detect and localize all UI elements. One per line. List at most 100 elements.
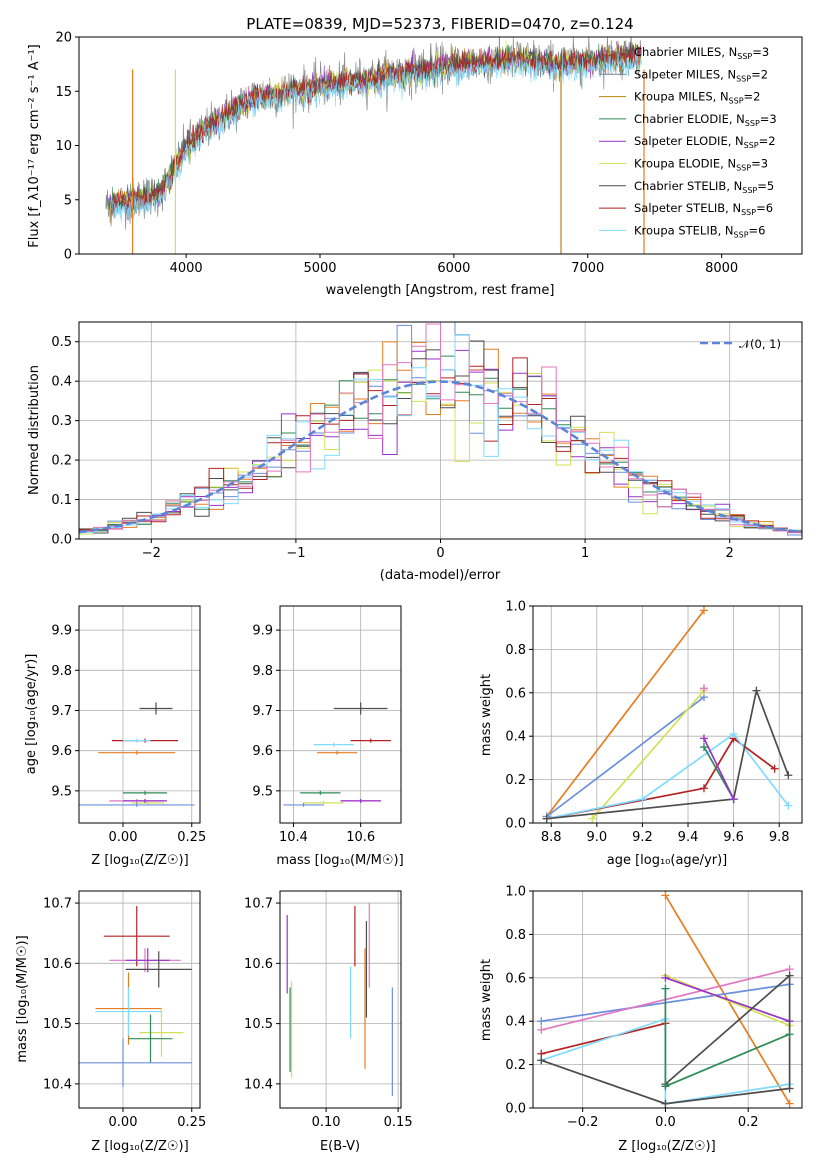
spectrum-line [111, 45, 642, 223]
y-tick-label: 0.2 [505, 1058, 526, 1073]
x-tick-label: 0.00 [109, 1115, 138, 1130]
age-vs-z-panel: 0.00 0.25 9.5 9.6 9.7 9.8 9.9 [51, 605, 206, 845]
clipped-layer [105, 37, 645, 254]
weight-vs-age-panel: 8.8 9.0 9.2 9.4 9.6 9.8 0.0 0.2 0.4 0.6 0.8 1.0 [505, 600, 803, 845]
series-line [546, 609, 705, 818]
legend-label: Salpeter MILES, NSSP=2 [634, 67, 768, 83]
y-tick-label: 10.6 [43, 957, 72, 972]
x-tick-label: 0 [436, 546, 444, 561]
x-tick-label: 8000 [705, 261, 738, 276]
clipped-layer [542, 606, 793, 823]
series-marker [588, 814, 597, 823]
plot-frame [78, 605, 201, 824]
series-marker [784, 801, 793, 810]
series-marker [661, 1082, 670, 1091]
series-marker [537, 1025, 546, 1034]
y-tick-label: 0.0 [505, 817, 526, 832]
y-tick-label: 5 [64, 193, 72, 208]
series-marker [784, 771, 793, 780]
x-tick-label: 0.25 [177, 830, 206, 845]
spectrum-line [109, 40, 642, 215]
y-tick-label: 0.2 [505, 773, 526, 788]
series-line [546, 732, 789, 820]
y-tick-label: 0.6 [505, 971, 526, 986]
series-marker [661, 1099, 670, 1108]
series-marker [785, 1099, 794, 1108]
clipped-layer [79, 702, 195, 807]
series-line [546, 737, 776, 820]
histogram-step [79, 323, 802, 539]
series-line [665, 976, 790, 1023]
x-tick-label: 8.8 [541, 830, 562, 845]
series-marker [785, 971, 794, 980]
y-tick-label: 10.4 [244, 1077, 273, 1092]
clipped-layer [79, 906, 192, 1087]
y-tick-label: 9.9 [252, 624, 273, 639]
y-tick-label: 10.5 [244, 1017, 273, 1032]
x-tick-label: 5000 [303, 261, 336, 276]
y-tick-label: 10 [55, 139, 72, 154]
y-tick-label: 15 [55, 85, 72, 100]
series-marker [699, 743, 708, 752]
x-tick-label: 0.10 [312, 1115, 341, 1130]
residuals-xlabel: (data-model)/error [380, 568, 501, 583]
x-tick-label: 0.00 [109, 830, 138, 845]
legend-label: Kroupa MILES, NSSP=2 [634, 90, 760, 106]
series-line [546, 696, 705, 818]
x-tick-label: 7000 [571, 261, 604, 276]
y-tick-label: 9.5 [51, 784, 72, 799]
weight-vs-z-panel: −0.2 0.0 0.2 0.0 0.2 0.4 0.6 0.8 1.0 [505, 885, 803, 1130]
y-tick-label: 0.8 [505, 643, 526, 658]
series-line [665, 974, 790, 1027]
series-marker [729, 730, 738, 739]
x-tick-label: 0.15 [384, 1115, 413, 1130]
x-tick-label: 9.0 [586, 830, 607, 845]
series-marker [729, 795, 738, 804]
x-tick-label: 0.2 [738, 1115, 759, 1130]
series-marker [699, 734, 708, 743]
x-tick-label: 6000 [437, 261, 470, 276]
y-tick-label: 0.1 [51, 493, 72, 508]
plot-frame [532, 890, 803, 1109]
y-tick-label: 9.9 [51, 624, 72, 639]
y-tick-label: 9.8 [252, 664, 273, 679]
x-tick-label: 0.25 [177, 1115, 206, 1130]
wz-xlabel: Z [log₁₀(Z/Z☉)] [618, 1139, 715, 1154]
wage-ylabel: mass weight [479, 674, 494, 756]
y-tick-label: 9.7 [252, 704, 273, 719]
series-marker [752, 686, 761, 695]
series-line [703, 738, 735, 800]
spectrum-panel: 4000 5000 6000 7000 8000 0 5 10 15 20 Chabrier MIL… [55, 31, 803, 276]
legend-label: Chabrier MILES, NSSP=3 [634, 45, 769, 61]
series-line [546, 687, 790, 820]
mass-vs-ebv-panel: 0.10 0.15 10.4 10.5 10.6 10.7 [244, 890, 413, 1130]
x-tick-label: 9.2 [632, 830, 653, 845]
y-tick-label: 10.7 [244, 897, 273, 912]
massz-xlabel: Z [log₁₀(Z/Z☉)] [91, 1139, 188, 1154]
series-marker [661, 973, 670, 982]
legend-label: Kroupa STELIB, NSSP=6 [634, 223, 765, 239]
y-tick-label: 1.0 [505, 600, 526, 615]
legend-label: Chabrier STELIB, NSSP=5 [634, 179, 774, 195]
y-tick-label: 0.5 [51, 335, 72, 350]
y-tick-label: 9.6 [51, 744, 72, 759]
y-tick-label: 0.0 [51, 533, 72, 548]
series-marker [699, 606, 708, 615]
x-tick-label: 2 [726, 546, 734, 561]
y-tick-label: 10.5 [43, 1017, 72, 1032]
y-tick-label: 1.0 [505, 885, 526, 900]
massz-ylabel: mass [log₁₀(M/M☉)] [15, 935, 30, 1062]
legend-label: Chabrier ELODIE, NSSP=3 [634, 112, 777, 128]
y-tick-label: 9.5 [252, 784, 273, 799]
clipped-layer [537, 891, 794, 1108]
y-tick-label: 0.8 [505, 928, 526, 943]
age-vs-mass-panel: 10.4 10.6 9.5 9.6 9.7 9.8 9.9 [252, 605, 402, 845]
y-tick-label: 10.4 [43, 1077, 72, 1092]
y-tick-label: 0.4 [51, 375, 72, 390]
x-tick-label: 10.4 [279, 830, 308, 845]
plot-frame [279, 605, 402, 824]
series-line [541, 1022, 666, 1055]
residuals-panel: −2 −1 0 1 2 0.0 0.1 0.2 0.3 0.4 0.5 𝒩(0, 1) [51, 321, 803, 561]
y-tick-label: 0.4 [505, 1015, 526, 1030]
